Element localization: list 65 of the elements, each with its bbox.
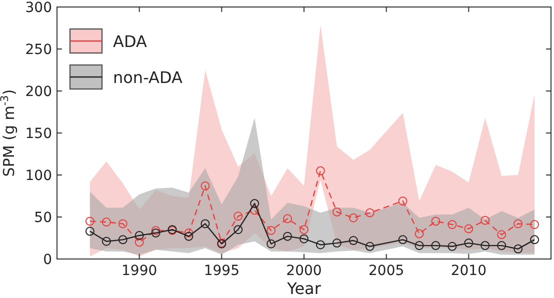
point: [300, 234, 308, 244]
legend-label: ADA: [113, 32, 147, 51]
point: [348, 213, 358, 222]
point: [102, 236, 111, 246]
y-tick-label: 100: [25, 168, 52, 184]
point: [514, 219, 523, 228]
point: [497, 241, 506, 250]
point: [480, 241, 490, 250]
point: [200, 181, 210, 190]
y-tick-label: 250: [25, 42, 52, 58]
point: [332, 207, 342, 216]
x-tick-label: 2000: [286, 263, 322, 279]
point: [365, 242, 374, 251]
point: [464, 238, 474, 248]
y-tick-label: 50: [34, 210, 52, 226]
point: [497, 230, 506, 240]
point: [134, 230, 144, 240]
point: [365, 208, 374, 218]
point: [530, 220, 540, 230]
point: [134, 238, 144, 247]
point: [448, 220, 457, 230]
point: [283, 232, 292, 241]
point: [200, 219, 210, 228]
point: [266, 226, 276, 235]
point: [398, 196, 408, 206]
point: [184, 228, 194, 238]
point: [151, 226, 160, 235]
y-tick-label: 200: [25, 84, 52, 100]
point: [250, 206, 260, 215]
point: [102, 218, 111, 227]
point: [300, 225, 308, 234]
point: [414, 229, 424, 238]
point: [283, 214, 292, 224]
point: [266, 239, 276, 248]
x-tick-label: 1995: [204, 263, 240, 279]
point: [234, 212, 243, 221]
y-tick-label: 0: [43, 252, 52, 268]
point: [250, 199, 260, 208]
point: [316, 166, 325, 176]
point: [464, 224, 474, 234]
point: [118, 219, 128, 228]
point: [118, 235, 128, 244]
y-tick-label: 150: [25, 126, 52, 142]
point: [234, 225, 243, 234]
y-tick-label: 300: [25, 0, 52, 16]
x-axis-title: Year: [286, 279, 322, 298]
legend-label: non-ADA: [113, 68, 182, 87]
point: [431, 216, 440, 226]
point: [332, 238, 342, 248]
point: [448, 242, 457, 251]
point: [184, 232, 194, 241]
point: [514, 244, 523, 254]
point: [414, 241, 424, 250]
point: [480, 216, 490, 225]
point: [348, 236, 358, 246]
x-tick-label: 2005: [368, 263, 404, 279]
x-tick-label: 1990: [122, 263, 158, 279]
x-tick-label: 2010: [450, 263, 486, 279]
point: [151, 228, 160, 238]
point: [398, 235, 408, 244]
point: [316, 240, 325, 250]
point: [431, 241, 440, 250]
point: [85, 216, 94, 226]
point: [530, 235, 540, 244]
point: [85, 226, 94, 236]
